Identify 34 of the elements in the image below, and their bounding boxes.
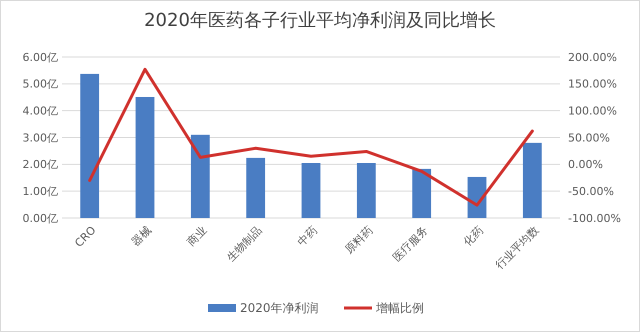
bar [80,74,100,218]
y-tick-label: 1.00亿 [22,185,58,198]
x-tick-label: 医疗服务 [390,224,431,264]
legend-label: 2020年净利润 [240,301,319,316]
bar [136,96,154,218]
x-tick-label: 器械 [129,224,154,248]
bar [302,162,320,218]
x-tick-label: 商业 [184,224,210,248]
y-tick-label: 4.00亿 [22,104,58,118]
y2-tick-label: 150.00% [568,78,617,91]
y2-tick-label: -50.00% [568,185,614,198]
y2-tick-label: 50.00% [568,131,610,144]
x-tick-label: 化药 [461,224,486,248]
y-tick-label: 0.00亿 [22,212,58,225]
y-tick-label: 5.00亿 [22,78,58,91]
chart-title: 2020年医药各子行业平均净利润及同比增长 [144,10,496,31]
bar [522,142,542,218]
bar [412,168,432,218]
y2-tick-label: 200.00% [568,50,617,64]
y-tick-label: 6.00亿 [22,50,58,64]
y2-tick-label: -100.00% [568,212,621,225]
x-tick-label: 中药 [295,224,320,248]
y-tick-label: 3.00亿 [22,131,58,144]
line-series [88,68,534,207]
y-tick-label: 2.00亿 [22,158,58,172]
legend-label: 增幅比例 [375,301,424,316]
y2-tick-label: 0.00% [568,158,603,172]
x-tick-label: 行业平均数 [493,224,542,272]
y2-tick-label: 100.00% [568,104,617,118]
bar [246,158,266,218]
x-tick-label: 原料药 [342,224,376,256]
x-tick-label: 生物制品 [224,224,265,264]
bar [190,134,210,218]
bar [356,162,376,218]
